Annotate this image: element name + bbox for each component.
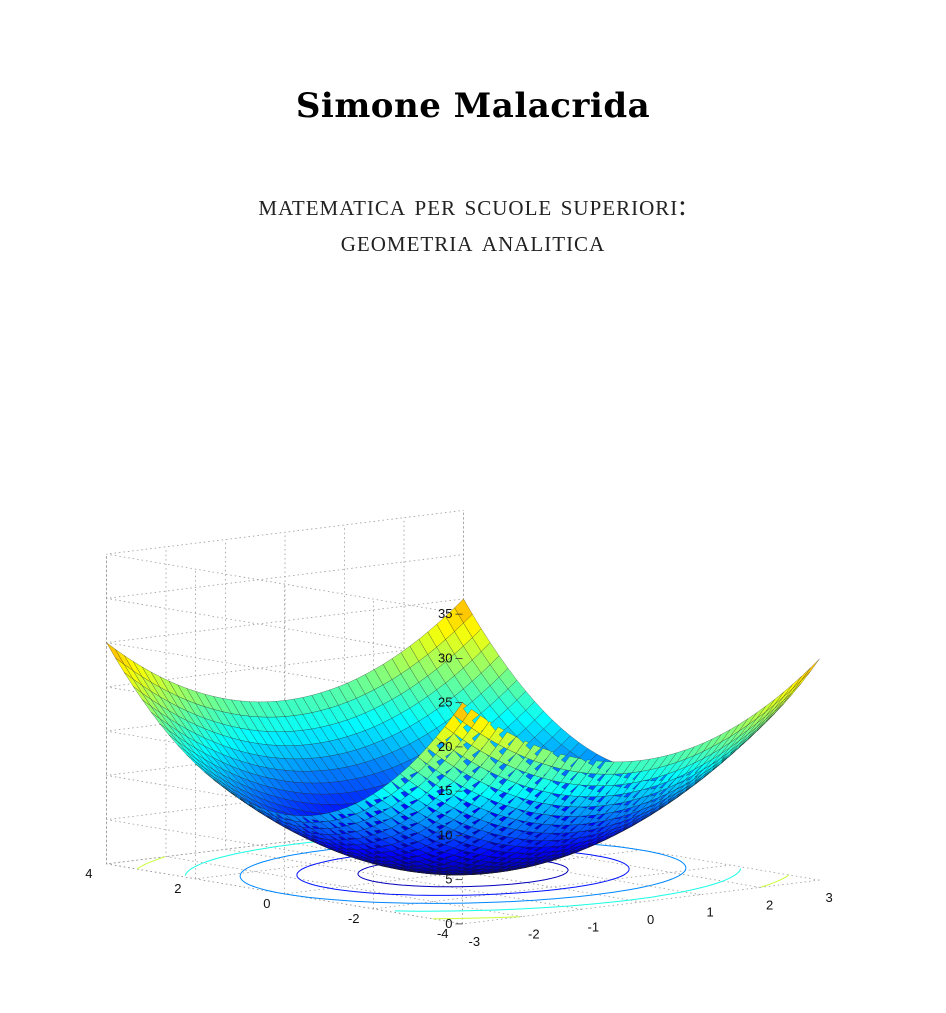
contour-line xyxy=(394,868,742,912)
author-name: Simone Malacrida xyxy=(295,86,651,126)
z-tick-label: 30 xyxy=(438,650,452,665)
x-tick-label: 3 xyxy=(826,890,833,905)
y-tick-label: 0 xyxy=(263,896,270,911)
z-tick-label: 5 xyxy=(445,872,452,887)
x-tick-label: -2 xyxy=(528,927,540,942)
x-tick-label: 0 xyxy=(647,912,654,927)
grid-line-x xyxy=(284,532,642,903)
surface-plot: 0 5 10 15 20 25 30 35 -4 -2 0 2 4 -3 -2 -1 0 1 2 3 xyxy=(85,510,833,949)
z-tick-label: 35 xyxy=(438,606,452,621)
book-title-line-2: Geometria analitica xyxy=(340,225,606,258)
x-tick-label: 2 xyxy=(766,897,773,912)
y-tick-label: 4 xyxy=(85,866,92,881)
grid-line-x xyxy=(165,546,523,917)
grid-line-z xyxy=(106,687,464,792)
plot-axes: 0 5 10 15 20 25 30 35 -4 -2 0 2 4 -3 -2 -1 0 1 2 3 xyxy=(85,606,832,949)
contour-line xyxy=(760,874,790,888)
grid-line-x xyxy=(225,539,582,910)
book-title: Matematica per scuole superiori: Geometr… xyxy=(0,188,946,260)
x-tick-label: 1 xyxy=(707,905,714,920)
grid-line-z xyxy=(106,554,464,659)
y-tick-label: 2 xyxy=(174,881,181,896)
surface-patch xyxy=(792,671,811,692)
x-tick-label: -3 xyxy=(469,934,481,949)
z-tick-label: 20 xyxy=(438,739,452,754)
contour-line xyxy=(432,916,520,920)
y-tick-label: -4 xyxy=(437,926,449,941)
z-tick-label: 10 xyxy=(438,827,452,842)
contour-line xyxy=(136,856,166,870)
z-tick-label: 0 xyxy=(445,916,452,931)
z-tick-label: 25 xyxy=(438,695,452,710)
x-tick-label: -1 xyxy=(588,919,600,934)
y-tick-label: -2 xyxy=(348,911,360,926)
z-tick-label: 15 xyxy=(438,783,452,798)
surface-patch xyxy=(801,658,820,681)
grid-line-z xyxy=(106,731,464,836)
paraboloid-surface xyxy=(106,598,820,876)
surface-patch xyxy=(792,667,811,689)
book-title-line-1: Matematica per scuole superiori: xyxy=(258,189,688,222)
